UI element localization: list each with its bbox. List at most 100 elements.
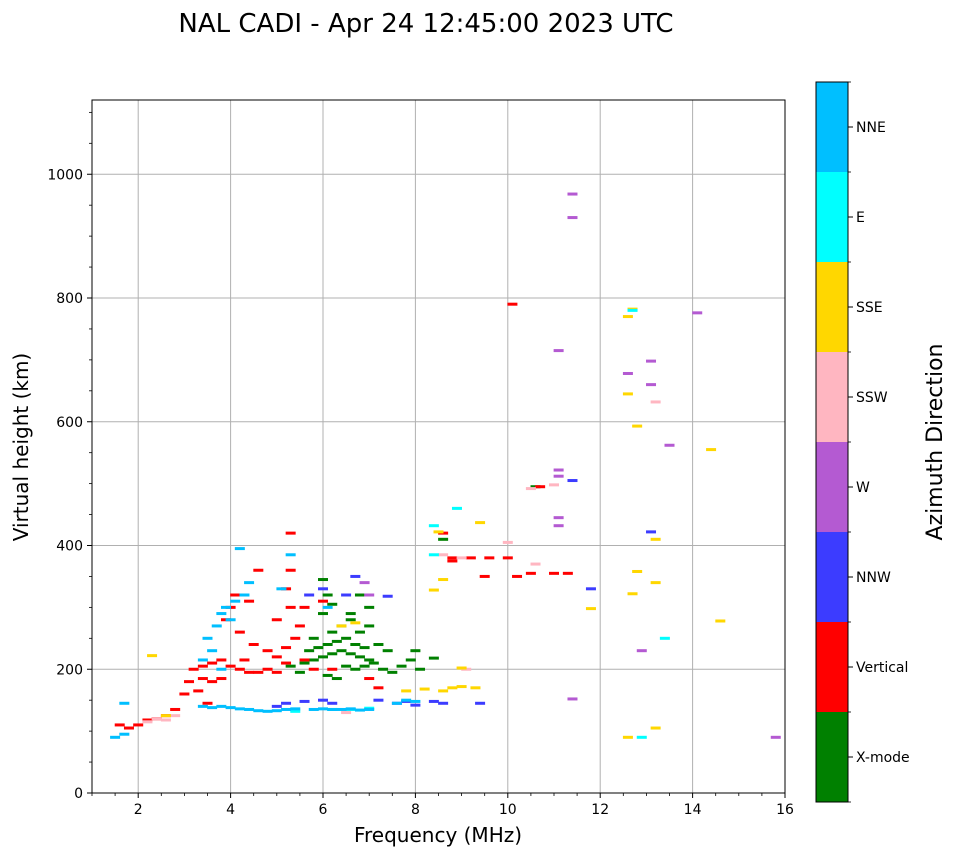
data-point xyxy=(327,630,338,634)
data-point xyxy=(535,485,546,489)
data-point xyxy=(239,593,250,597)
data-point xyxy=(197,658,208,662)
data-point xyxy=(770,735,781,739)
data-point xyxy=(549,483,559,487)
data-point xyxy=(170,714,181,718)
data-point xyxy=(512,574,523,578)
data-point xyxy=(179,692,190,696)
series-w xyxy=(359,192,781,739)
data-point xyxy=(336,649,347,653)
data-point xyxy=(341,664,352,668)
axis-ticks: 2 4 6 8 10 12 14 16 0 200 400 600 800 1000 xyxy=(47,111,794,818)
data-point xyxy=(253,709,264,713)
data-point xyxy=(184,680,195,684)
colorbar-segment xyxy=(816,622,848,712)
data-point xyxy=(354,655,365,659)
colorbar-segment xyxy=(816,712,848,802)
data-point xyxy=(350,621,361,625)
series-vertical xyxy=(114,302,573,730)
data-point xyxy=(271,670,282,674)
data-point xyxy=(271,709,282,713)
data-point xyxy=(401,689,412,693)
colorbar-label: Vertical xyxy=(856,660,908,676)
x-tick-label: 16 xyxy=(776,802,794,818)
data-point xyxy=(585,607,596,611)
data-point xyxy=(345,618,356,622)
data-point xyxy=(345,612,356,616)
data-point xyxy=(336,707,347,711)
data-point xyxy=(622,392,633,396)
data-point xyxy=(627,592,638,596)
data-point xyxy=(197,677,208,681)
data-point xyxy=(567,192,578,196)
data-point xyxy=(202,701,213,705)
data-point xyxy=(475,521,486,525)
data-point xyxy=(479,574,490,578)
data-point xyxy=(294,670,305,674)
data-point xyxy=(525,571,536,575)
data-point xyxy=(470,686,481,690)
colorbar-title: Azimuth Direction xyxy=(923,343,948,540)
data-point xyxy=(345,652,356,656)
data-point xyxy=(207,680,218,684)
data-point xyxy=(345,707,356,711)
data-point xyxy=(285,605,296,609)
data-point xyxy=(202,636,213,640)
data-point xyxy=(318,707,328,711)
data-point xyxy=(119,732,130,736)
colorbar-segment xyxy=(816,82,848,172)
data-point xyxy=(308,707,319,711)
data-point xyxy=(262,649,273,653)
data-point xyxy=(322,673,333,677)
data-point xyxy=(447,559,458,563)
data-point xyxy=(364,593,375,597)
data-point xyxy=(271,655,282,659)
data-point xyxy=(507,302,518,306)
data-point xyxy=(364,707,375,711)
data-point xyxy=(692,311,703,315)
data-point xyxy=(585,587,596,591)
data-point xyxy=(299,661,310,665)
data-point xyxy=(373,698,384,702)
series-nnw xyxy=(271,479,657,708)
data-point xyxy=(567,697,578,701)
x-tick-label: 12 xyxy=(591,802,609,818)
data-point xyxy=(322,593,333,597)
data-point xyxy=(327,701,338,705)
data-point xyxy=(401,698,412,702)
data-point xyxy=(530,562,541,566)
data-point xyxy=(299,699,310,703)
data-point xyxy=(475,701,486,705)
colorbar-label: NNE xyxy=(856,120,886,136)
data-point xyxy=(438,537,449,541)
colorbar-label: E xyxy=(856,210,865,226)
data-point xyxy=(327,652,338,656)
data-point xyxy=(133,723,144,727)
series-sse xyxy=(147,307,726,739)
data-point xyxy=(331,639,342,643)
data-point xyxy=(285,568,296,572)
data-point xyxy=(322,643,333,646)
data-point xyxy=(285,664,296,668)
data-point xyxy=(364,624,375,628)
y-tick-label: 400 xyxy=(56,539,83,555)
data-point xyxy=(567,479,578,483)
data-point xyxy=(308,667,319,671)
data-point xyxy=(262,709,273,713)
data-point xyxy=(354,708,365,712)
data-point xyxy=(650,581,661,585)
data-point xyxy=(553,524,564,528)
x-tick-label: 6 xyxy=(319,802,328,818)
data-point xyxy=(428,656,439,660)
data-point xyxy=(364,677,375,681)
data-point xyxy=(341,593,352,597)
data-point xyxy=(650,726,661,730)
data-point xyxy=(364,605,375,609)
data-point xyxy=(428,553,439,557)
data-point xyxy=(354,630,365,634)
data-point xyxy=(331,677,342,681)
data-point xyxy=(373,686,384,690)
colorbar-label: X-mode xyxy=(856,750,910,766)
data-point xyxy=(170,707,181,711)
data-point xyxy=(354,593,365,597)
